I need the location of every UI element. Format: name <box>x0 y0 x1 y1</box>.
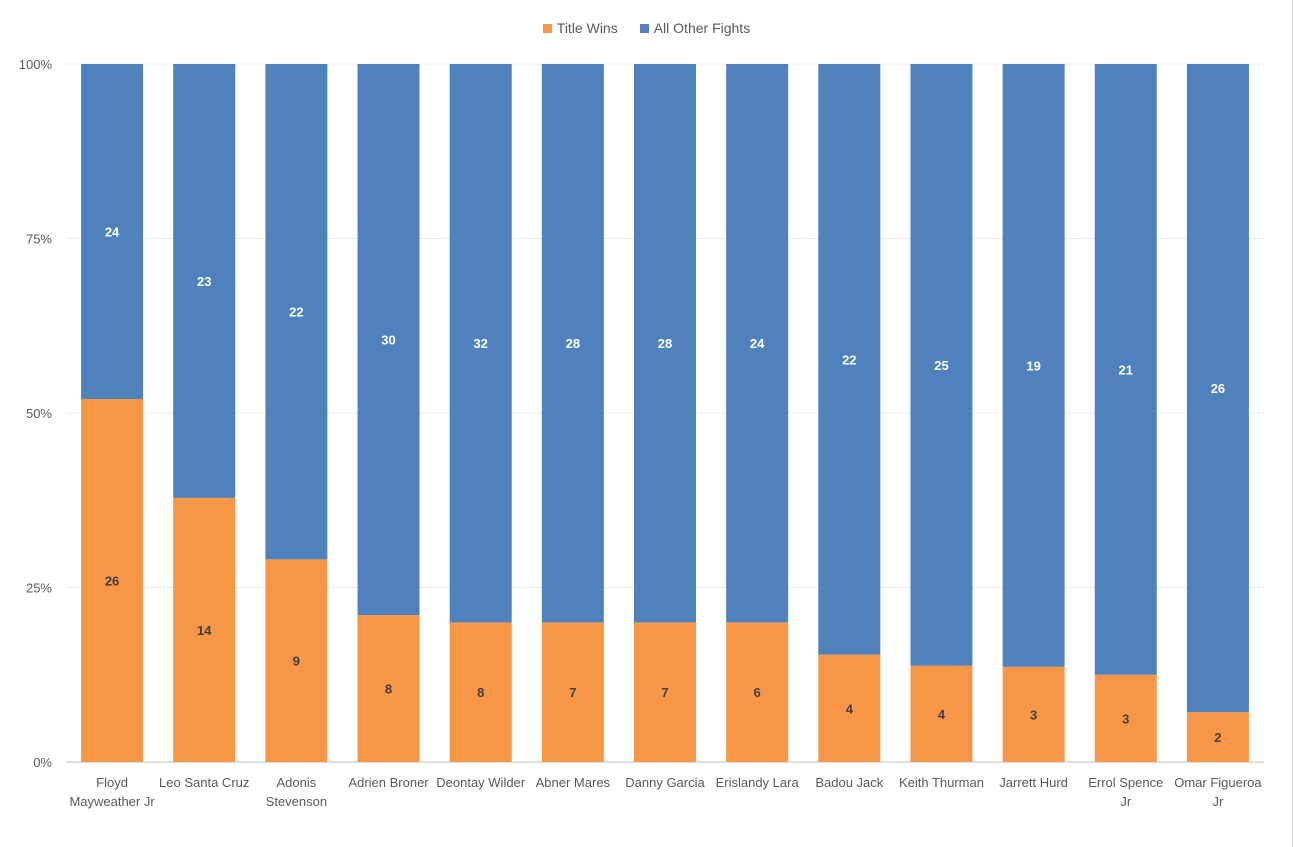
bar-all-other-fights <box>1186 64 1249 713</box>
data-label-all-other-fights: 28 <box>566 336 580 351</box>
category-label: Jarrett Hurd <box>999 775 1068 790</box>
data-label-all-other-fights: 24 <box>750 336 765 351</box>
bar-all-other-fights <box>449 64 512 623</box>
data-label-all-other-fights: 19 <box>1026 358 1040 373</box>
data-label-title-wins: 8 <box>385 682 392 697</box>
bar-title-wins <box>81 399 144 762</box>
data-label-title-wins: 3 <box>1122 711 1129 726</box>
bar-title-wins <box>173 497 236 762</box>
category-label-line: Omar Figueroa <box>1174 775 1262 790</box>
category-label: Errol Spence Jr <box>1088 775 1163 809</box>
category-label-line: Danny Garcia <box>625 775 705 790</box>
category-label-line: Leo Santa Cruz <box>159 775 249 790</box>
category-label-line: Keith Thurman <box>899 775 984 790</box>
category-label-line: Stevenson <box>266 794 327 809</box>
data-label-title-wins: 4 <box>938 707 946 722</box>
category-label-line: Deontay Wilder <box>436 775 526 790</box>
data-label-title-wins: 3 <box>1030 707 1037 722</box>
y-tick-label: 0% <box>33 755 52 770</box>
bar-all-other-fights <box>818 64 881 655</box>
data-label-all-other-fights: 24 <box>105 225 120 240</box>
category-label-line: Jr <box>1120 794 1132 809</box>
category-label-line: Jarrett Hurd <box>999 775 1068 790</box>
bar-all-other-fights <box>1002 64 1065 667</box>
data-label-title-wins: 26 <box>105 574 119 589</box>
category-label-line: Floyd <box>96 775 128 790</box>
category-label: Deontay Wilder <box>436 775 526 790</box>
category-label-line: Badou Jack <box>815 775 883 790</box>
bar-title-wins <box>1186 712 1249 762</box>
bar-all-other-fights <box>265 64 328 560</box>
legend-label-all-other-fights: All Other Fights <box>653 20 751 36</box>
bar-all-other-fights <box>81 64 144 400</box>
bar-all-other-fights <box>357 64 420 616</box>
data-label-title-wins: 4 <box>846 701 854 716</box>
legend: Title Wins All Other Fights <box>0 20 1293 36</box>
bar-title-wins <box>726 622 789 762</box>
data-label-all-other-fights: 32 <box>473 336 487 351</box>
data-label-all-other-fights: 26 <box>1211 381 1225 396</box>
bar-title-wins <box>818 654 881 762</box>
bar-title-wins <box>357 615 420 762</box>
bar-all-other-fights <box>173 64 236 498</box>
data-label-all-other-fights: 22 <box>289 305 303 320</box>
y-tick-label: 100% <box>19 57 53 72</box>
data-label-title-wins: 14 <box>197 623 212 638</box>
category-label: Leo Santa Cruz <box>159 775 249 790</box>
bar-title-wins <box>910 665 973 762</box>
data-label-title-wins: 7 <box>569 685 576 700</box>
bar-title-wins <box>634 622 696 762</box>
y-tick-label: 50% <box>26 406 52 421</box>
data-label-all-other-fights: 25 <box>934 358 948 373</box>
bar-title-wins <box>1002 666 1065 762</box>
bar-all-other-fights <box>1094 64 1157 675</box>
y-tick-label: 25% <box>26 581 52 596</box>
category-label: Omar Figueroa Jr <box>1174 775 1262 809</box>
data-label-title-wins: 2 <box>1214 730 1221 745</box>
legend-swatch-all-other-fights <box>639 23 649 33</box>
category-label: Erislandy Lara <box>716 775 800 790</box>
category-label-line: Errol Spence <box>1088 775 1163 790</box>
data-label-all-other-fights: 22 <box>842 352 856 367</box>
category-label: Abner Mares <box>536 775 611 790</box>
category-label-line: Abner Mares <box>536 775 611 790</box>
legend-label-title-wins: Title Wins <box>556 20 618 36</box>
y-tick-label: 75% <box>26 232 52 247</box>
bar-all-other-fights <box>910 64 973 666</box>
bar-all-other-fights <box>634 64 696 623</box>
category-label: Adonis Stevenson <box>266 775 327 809</box>
category-label-line: Jr <box>1213 794 1225 809</box>
category-label: Danny Garcia <box>625 775 705 790</box>
category-label: Keith Thurman <box>899 775 984 790</box>
data-label-title-wins: 6 <box>754 685 761 700</box>
bar-title-wins <box>449 622 512 762</box>
legend-swatch-title-wins <box>542 23 552 33</box>
category-label: Adrien Broner <box>348 775 429 790</box>
bar-title-wins <box>541 622 604 762</box>
category-label: Badou Jack <box>815 775 883 790</box>
category-label-line: Mayweather Jr <box>69 794 155 809</box>
data-label-all-other-fights: 28 <box>658 336 672 351</box>
data-label-title-wins: 7 <box>661 685 668 700</box>
legend-item-all-other-fights: All Other Fights <box>639 20 751 36</box>
legend-item-title-wins: Title Wins <box>542 20 618 36</box>
data-label-title-wins: 8 <box>477 685 484 700</box>
data-label-all-other-fights: 23 <box>197 274 211 289</box>
data-label-all-other-fights: 21 <box>1119 362 1133 377</box>
bar-title-wins <box>1094 674 1157 762</box>
bar-all-other-fights <box>541 64 604 623</box>
bar-title-wins <box>265 559 328 762</box>
data-label-all-other-fights: 30 <box>381 333 395 348</box>
category-label-line: Adrien Broner <box>348 775 429 790</box>
category-label-line: Adonis <box>277 775 317 790</box>
bar-all-other-fights <box>726 64 789 623</box>
category-label-line: Erislandy Lara <box>716 775 800 790</box>
category-label: Floyd Mayweather Jr <box>69 775 155 809</box>
data-label-title-wins: 9 <box>293 654 300 669</box>
